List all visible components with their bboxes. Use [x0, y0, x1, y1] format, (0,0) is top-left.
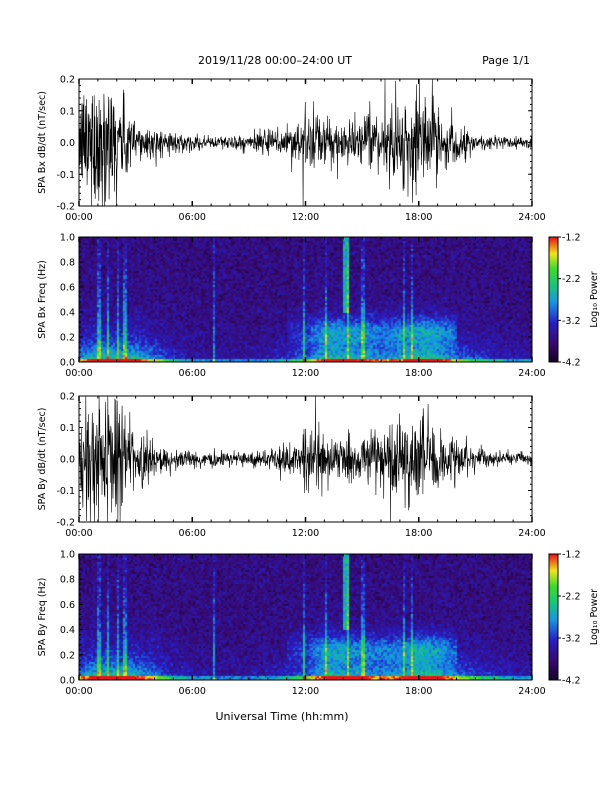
spectrogram-image — [79, 237, 532, 362]
colorbar-tick-label: -2.2 — [562, 592, 581, 603]
colorbar-frame — [548, 553, 559, 681]
panel-3: 0.2 0.1 0.0 -0.1 -0.200:00 06:00 12:00 18:00 24:… — [37, 392, 546, 540]
panel-4: -1.2 -2.2 -3.2 -4.2 Log₁₀ Power 1.0 0.8 0.6 0.4 0… — [37, 550, 600, 698]
colorbar-frame — [548, 236, 559, 363]
x-tick-label: 00:00 — [65, 368, 92, 379]
y-tick-label: -0.2 — [56, 202, 75, 213]
x-tick-label: 24:00 — [518, 368, 545, 379]
colorbar-tick-label: -4.2 — [562, 676, 581, 687]
y-tick-label: 0.8 — [60, 258, 75, 269]
x-tick-label: 24:00 — [518, 528, 545, 539]
y-tick-label: 0.2 — [60, 333, 75, 344]
panels-group: 0.20.10.0-0.1-0.200:00 06:00 12:00 18:00 24:… — [37, 75, 600, 698]
y-tick-label: 0.2 — [60, 650, 75, 661]
x-tick-label: 24:00 — [518, 686, 545, 697]
y-tick-label: 0.1 — [60, 423, 75, 434]
x-axis-title: Universal Time (hh:mm) — [216, 710, 349, 723]
x-tick-label: 06:00 — [179, 212, 206, 223]
x-tick-label: 18:00 — [405, 368, 432, 379]
y-tick-label: 0.4 — [60, 625, 75, 636]
colorbar-image — [549, 237, 558, 362]
colorbar-tick-label: -2.2 — [562, 274, 581, 285]
y-axis-label: SPA By Freq (Hz) — [37, 578, 48, 657]
panel-2: -1.2 -2.2 -3.2 -4.2 Log₁₀ Power 1.0 0.8 0.6 0.4 0… — [37, 233, 600, 380]
colorbar-tick-label: -3.2 — [562, 316, 581, 327]
x-tick-label: 12:00 — [292, 212, 319, 223]
colorbar-tick-label: -3.2 — [562, 634, 581, 645]
y-tick-label: 0.6 — [60, 600, 75, 611]
y-tick-label: -0.2 — [56, 518, 75, 529]
y-tick-label: -0.1 — [56, 486, 75, 497]
colorbar-tick-label: -1.2 — [562, 233, 581, 244]
y-tick-label: -0.1 — [56, 170, 75, 181]
colorbar-label: Log₁₀ Power — [589, 271, 600, 327]
y-axis-label: SPA By dB/dt (nT/sec) — [37, 408, 48, 511]
y-tick-label: 0.0 — [60, 138, 75, 149]
x-tick-label: 24:00 — [518, 212, 545, 223]
x-tick-label: 06:00 — [179, 368, 206, 379]
x-tick-label: 00:00 — [65, 528, 92, 539]
y-tick-label: 0.0 — [60, 358, 75, 369]
colorbar-tick-label: -4.2 — [562, 358, 581, 369]
y-axis-label: SPA Bx Freq (Hz) — [37, 260, 48, 339]
x-tick-label: 00:00 — [65, 686, 92, 697]
y-tick-label: 0.0 — [60, 676, 75, 687]
y-tick-label: 0.0 — [60, 455, 75, 466]
y-tick-label: 0.4 — [60, 308, 75, 319]
colorbar-tick-label: -1.2 — [562, 550, 581, 561]
page-indicator: Page 1/1 — [482, 54, 530, 67]
y-tick-label: 0.6 — [60, 283, 75, 294]
x-tick-label: 18:00 — [405, 528, 432, 539]
panel-1: 0.2 0.1 0.0 -0.1 -0.200:00 06:00 12:00 18:00 24:… — [37, 75, 546, 224]
y-axis-label: SPA Bx dB/dt (nT/sec) — [37, 91, 48, 194]
figure-title: 2019/11/28 00:00–24:00 UT — [198, 54, 352, 67]
colorbar-image — [549, 554, 558, 680]
x-tick-label: 00:00 — [65, 212, 92, 223]
x-tick-label: 06:00 — [179, 686, 206, 697]
colorbar-label: Log₁₀ Power — [589, 589, 600, 645]
y-tick-label: 1.0 — [60, 233, 75, 244]
y-tick-label: 0.2 — [60, 75, 75, 86]
y-tick-label: 0.2 — [60, 392, 75, 403]
x-tick-label: 12:00 — [292, 686, 319, 697]
x-tick-label: 18:00 — [405, 686, 432, 697]
signal-trace — [79, 79, 532, 206]
y-tick-label: 0.1 — [60, 106, 75, 117]
y-tick-label: 0.8 — [60, 575, 75, 586]
spectrogram-image — [79, 554, 532, 680]
x-tick-label: 12:00 — [292, 368, 319, 379]
signal-trace — [79, 396, 532, 522]
x-tick-label: 06:00 — [179, 528, 206, 539]
x-tick-label: 18:00 — [405, 212, 432, 223]
y-tick-label: 1.0 — [60, 550, 75, 561]
x-tick-label: 12:00 — [292, 528, 319, 539]
